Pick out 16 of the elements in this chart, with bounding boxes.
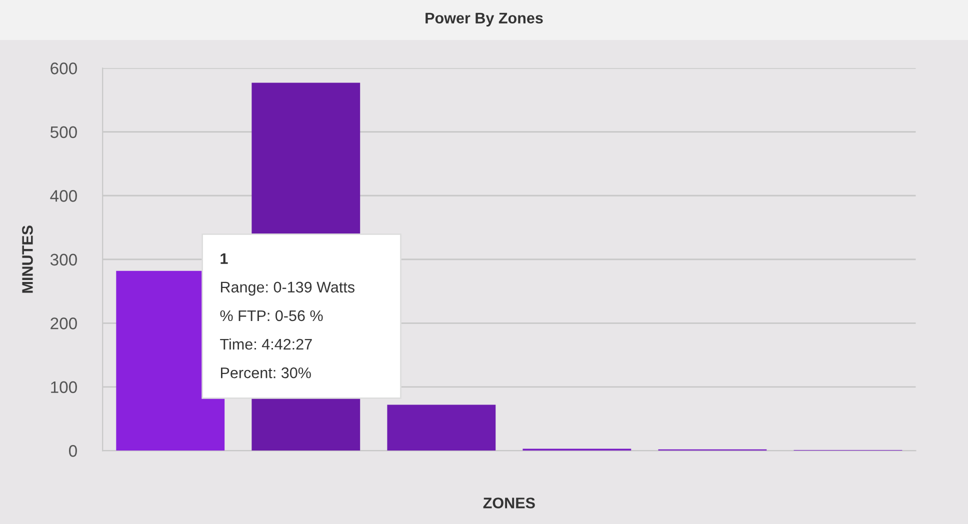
y-tick-label: 600 [50,62,77,74]
annotation: Range: 0-139 Watts [220,282,354,296]
y-tick-label: 200 [50,318,77,330]
y-tick-label: 300 [50,254,77,266]
y-axis-title: MINUTES [22,226,33,293]
annotation: % FTP: 0-56 % [220,310,323,322]
y-tick-label: 500 [50,126,77,138]
bar [387,404,496,451]
y-tick-label: 100 [51,381,77,394]
y-tick-label: 400 [50,190,77,202]
x-axis-title: ZONES [483,498,535,508]
y-tick-label: 0 [68,445,77,457]
chart-title: Power By Zones [426,12,543,27]
annotation: Percent: 30% [220,367,311,378]
annotation: 1 [220,253,228,264]
annotation: Time: 4:42:27 [220,338,312,350]
